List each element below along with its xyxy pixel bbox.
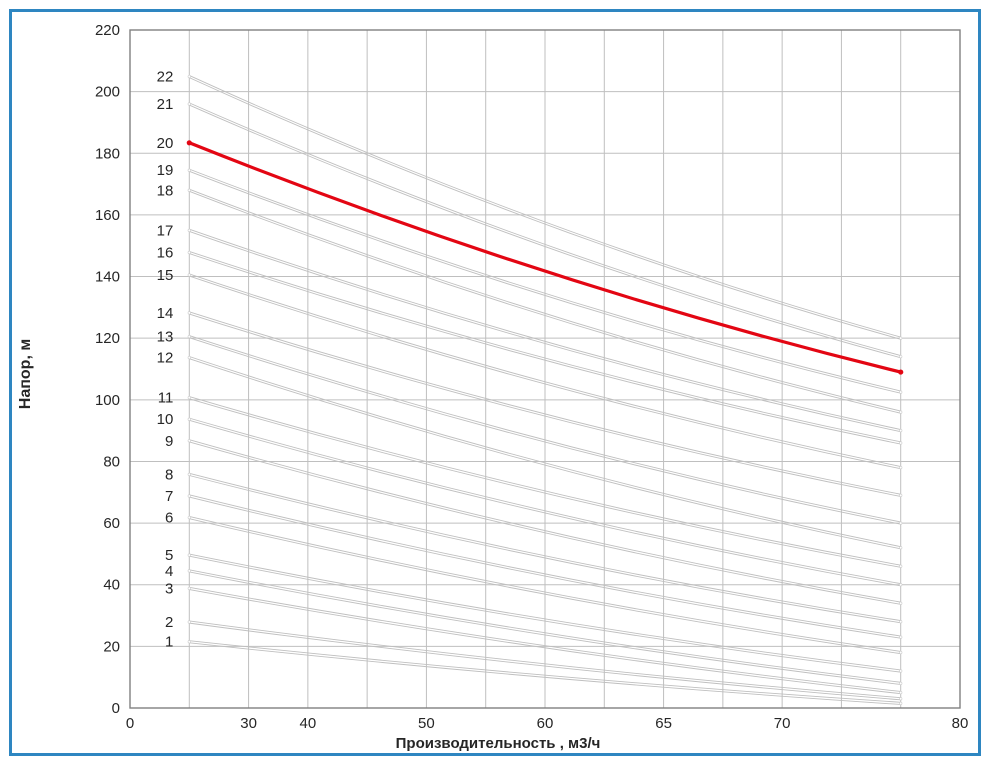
svg-text:220: 220 (95, 22, 120, 39)
svg-text:21: 21 (157, 96, 174, 113)
svg-text:40: 40 (300, 715, 317, 732)
svg-text:12: 12 (157, 350, 174, 367)
svg-text:65: 65 (655, 715, 672, 732)
svg-text:7: 7 (165, 488, 173, 505)
svg-text:60: 60 (103, 515, 120, 532)
svg-text:30: 30 (240, 715, 257, 732)
svg-text:4: 4 (165, 563, 173, 580)
svg-text:0: 0 (112, 700, 120, 717)
svg-text:100: 100 (95, 392, 120, 409)
svg-text:6: 6 (165, 510, 173, 527)
svg-text:14: 14 (157, 305, 174, 322)
svg-text:140: 140 (95, 269, 120, 286)
svg-text:180: 180 (95, 145, 120, 162)
svg-text:80: 80 (103, 454, 120, 471)
svg-text:20: 20 (103, 638, 120, 655)
svg-text:120: 120 (95, 330, 120, 347)
svg-text:17: 17 (157, 222, 174, 239)
svg-text:8: 8 (165, 466, 173, 483)
svg-text:2: 2 (165, 614, 173, 631)
svg-text:0: 0 (126, 715, 134, 732)
svg-text:20: 20 (157, 135, 174, 152)
svg-text:22: 22 (157, 69, 174, 86)
svg-text:10: 10 (157, 411, 174, 428)
svg-text:1: 1 (165, 634, 173, 651)
svg-text:19: 19 (157, 162, 174, 179)
svg-text:9: 9 (165, 433, 173, 450)
svg-text:40: 40 (103, 577, 120, 594)
svg-text:160: 160 (95, 207, 120, 224)
svg-text:13: 13 (157, 329, 174, 346)
svg-text:16: 16 (157, 245, 174, 262)
svg-text:70: 70 (774, 715, 791, 732)
svg-text:15: 15 (157, 267, 174, 284)
svg-text:80: 80 (952, 715, 969, 732)
svg-text:60: 60 (537, 715, 554, 732)
svg-text:200: 200 (95, 84, 120, 101)
svg-text:50: 50 (418, 715, 435, 732)
svg-text:11: 11 (158, 390, 174, 407)
svg-text:5: 5 (165, 547, 173, 564)
svg-text:3: 3 (165, 580, 173, 597)
svg-text:18: 18 (157, 182, 174, 199)
